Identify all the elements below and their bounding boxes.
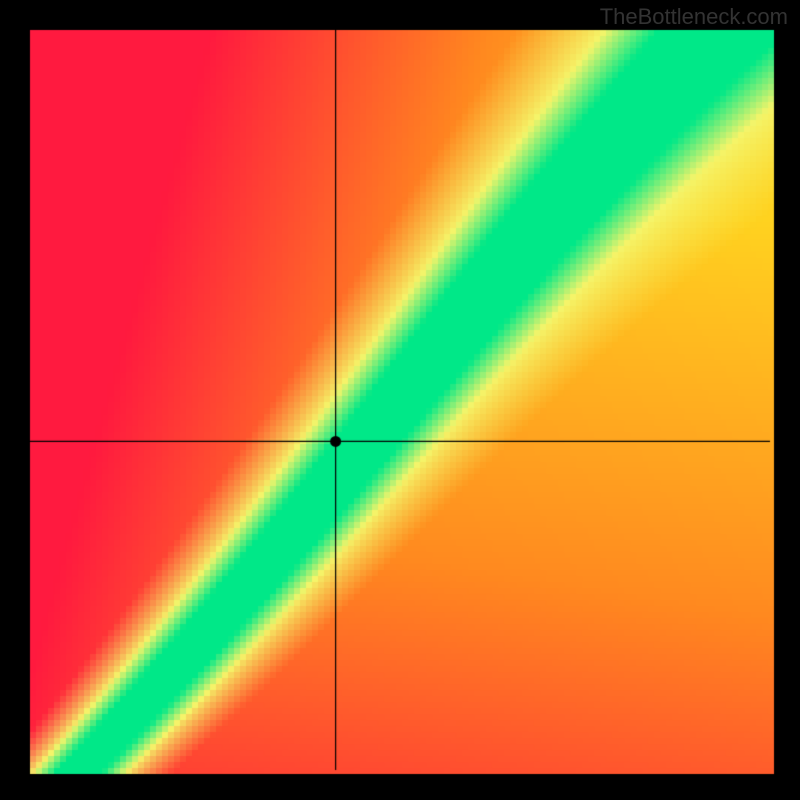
chart-container: TheBottleneck.com — [0, 0, 800, 800]
bottleneck-heatmap — [0, 0, 800, 800]
attribution-text: TheBottleneck.com — [600, 4, 788, 30]
